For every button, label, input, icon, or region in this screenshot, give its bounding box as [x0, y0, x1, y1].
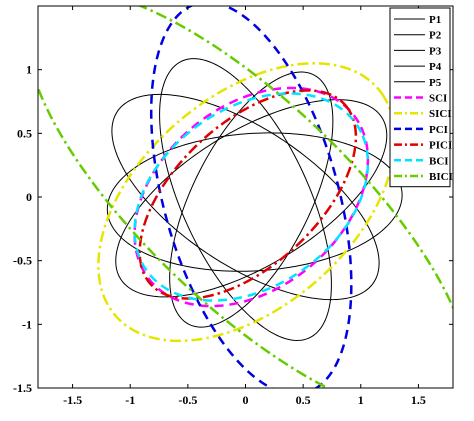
- curves-layer: [38, 6, 453, 388]
- y-tick-label: 0: [26, 190, 32, 204]
- plot-background: [38, 6, 453, 388]
- series-sici-curve: [97, 62, 397, 343]
- series-p2-curve: [169, 71, 334, 328]
- legend: P1 P2 P3 P4 P5 SCI SICI PCI PICI BCI BICI: [389, 7, 453, 188]
- series-pci-curve: [149, 6, 353, 388]
- legend-label-sci: SCI: [429, 93, 447, 105]
- y-tick-label: 0.5: [17, 126, 32, 140]
- series-p4-curve: [111, 93, 380, 301]
- legend-label-p5: P5: [429, 77, 442, 89]
- x-tick-label: -0.5: [178, 393, 197, 407]
- legend-label-bici: BICI: [429, 171, 453, 183]
- series-bici-curve: [38, 6, 453, 388]
- x-tick-label: 0: [243, 393, 249, 407]
- legend-label-sici: SICI: [429, 108, 452, 120]
- series-bci-curve: [133, 92, 370, 302]
- series-pici-curve: [138, 89, 358, 300]
- x-tick-label: 0.5: [296, 393, 311, 407]
- legend-label-p4: P4: [429, 61, 442, 73]
- x-tick-label: -1.5: [63, 393, 82, 407]
- y-tick-label: -1: [22, 317, 32, 331]
- x-tick-label: -1: [125, 393, 135, 407]
- legend-label-p2: P2: [429, 30, 442, 42]
- series-p5-curve: [106, 132, 403, 272]
- legend-label-p1: P1: [429, 14, 441, 26]
- series-sci-curve: [133, 86, 370, 308]
- y-tick-label: -0.5: [13, 254, 32, 268]
- y-tick-label: 1: [26, 63, 32, 77]
- legend-label-pci: PCI: [429, 124, 448, 136]
- x-tick-label: 1.5: [411, 393, 426, 407]
- x-tick-label: 1: [358, 393, 364, 407]
- axis-ticks: -1.5 -1 -0.5 0 0.5 1 1.5 -1.5 -1 -0.5 0 0.5 1: [13, 6, 453, 407]
- legend-label-p3: P3: [429, 45, 442, 57]
- y-tick-label: -1.5: [13, 381, 32, 395]
- legend-label-bci: BCI: [429, 155, 449, 167]
- legend-label-pici: PICI: [429, 140, 452, 152]
- plot-frame: [37, 5, 454, 389]
